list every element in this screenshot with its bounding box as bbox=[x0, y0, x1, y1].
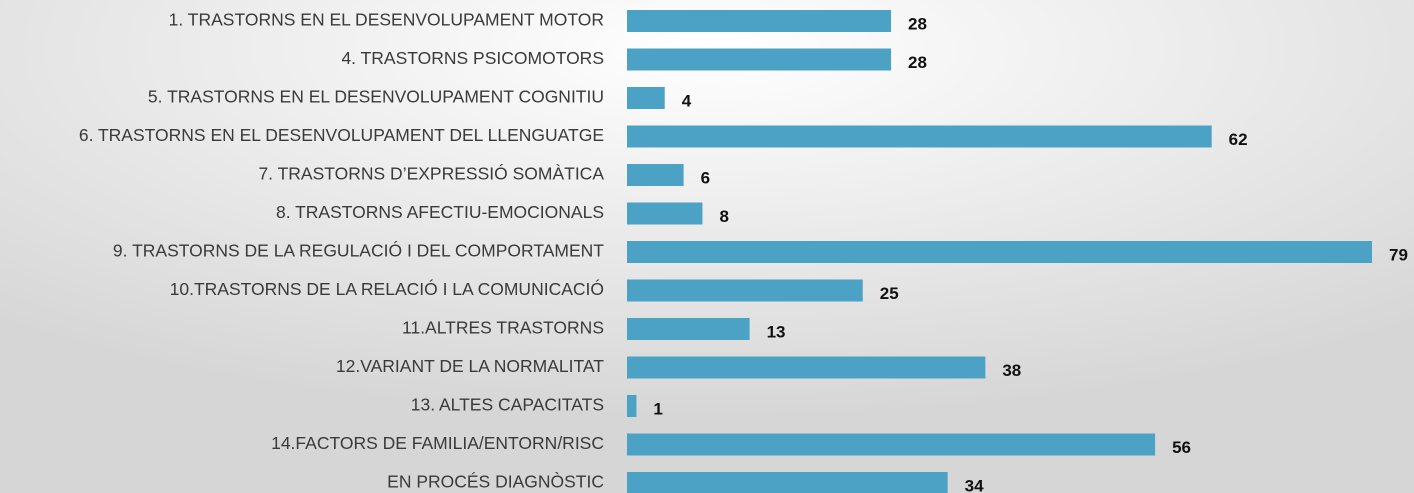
category-label: 9. TRASTORNS DE LA REGULACIÓ I DEL COMPO… bbox=[113, 240, 604, 261]
value-label: 62 bbox=[1229, 130, 1248, 149]
bar bbox=[627, 433, 1156, 456]
category-label: 8. TRASTORNS AFECTIU-EMOCIONALS bbox=[276, 202, 604, 222]
category-label: 6. TRASTORNS EN EL DESENVOLUPAMENT DEL L… bbox=[79, 125, 604, 145]
category-label: 10.TRASTORNS DE LA RELACIÓ I LA COMUNICA… bbox=[170, 278, 604, 299]
bar bbox=[627, 125, 1212, 148]
category-label: 1. TRASTORNS EN EL DESENVOLUPAMENT MOTOR bbox=[169, 10, 604, 30]
bar bbox=[627, 279, 863, 302]
value-label: 6 bbox=[701, 168, 710, 187]
category-label: 14.FACTORS DE FAMILIA/ENTORN/RISC bbox=[271, 433, 604, 453]
value-label: 38 bbox=[1002, 361, 1021, 380]
value-label: 4 bbox=[682, 91, 692, 110]
bar bbox=[627, 87, 665, 109]
value-label: 1 bbox=[653, 399, 662, 418]
value-label: 8 bbox=[719, 207, 728, 226]
category-label: 12.VARIANT DE LA NORMALITAT bbox=[336, 356, 604, 376]
category-label: 4. TRASTORNS PSICOMOTORS bbox=[341, 48, 604, 68]
value-label: 28 bbox=[908, 14, 927, 33]
bar bbox=[627, 472, 948, 493]
value-label: 28 bbox=[908, 53, 927, 72]
bar bbox=[627, 10, 892, 32]
bar bbox=[627, 318, 750, 340]
category-label: EN PROCÉS DIAGNÒSTIC bbox=[387, 471, 604, 492]
value-label: 25 bbox=[880, 284, 899, 303]
category-label: 13. ALTES CAPACITATS bbox=[411, 395, 604, 415]
value-label: 13 bbox=[767, 322, 786, 341]
value-label: 79 bbox=[1389, 245, 1408, 264]
bar bbox=[627, 202, 703, 225]
bar bbox=[627, 395, 637, 417]
bar bbox=[627, 356, 986, 379]
bar bbox=[627, 48, 892, 71]
category-label: 7. TRASTORNS D’EXPRESSIÓ SOMÀTICA bbox=[258, 163, 604, 184]
bar bbox=[627, 241, 1372, 263]
value-label: 56 bbox=[1172, 438, 1191, 457]
value-label: 34 bbox=[965, 476, 984, 493]
category-label: 11.ALTRES TRASTORNS bbox=[402, 318, 604, 338]
bar bbox=[627, 164, 684, 186]
category-label: 5. TRASTORNS EN EL DESENVOLUPAMENT COGNI… bbox=[148, 87, 604, 107]
